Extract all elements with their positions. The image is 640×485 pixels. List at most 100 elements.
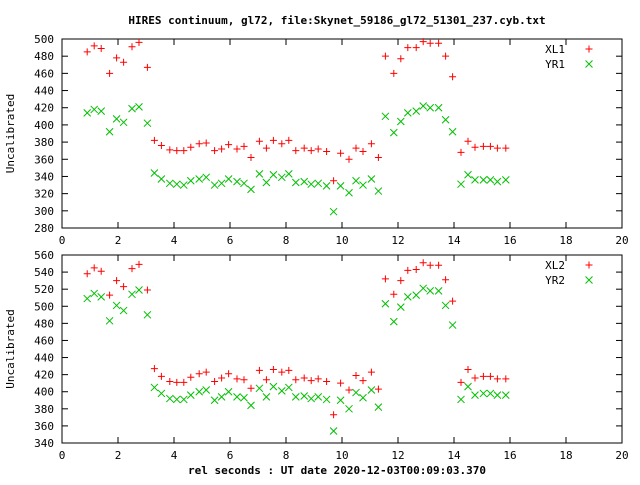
y-tick-label: 480 xyxy=(34,50,54,63)
data-point-YR1 xyxy=(352,176,360,185)
data-point-XL2 xyxy=(374,385,382,393)
x-tick-label: 12 xyxy=(391,234,404,247)
data-point-XL1 xyxy=(173,147,181,155)
data-point-YR1 xyxy=(336,182,345,190)
top-panel: 280 300 320 340 360 380 400 420 440 460 480 500 0 2 4 6… xyxy=(4,33,629,247)
data-point-YR1 xyxy=(419,102,428,110)
data-point-YR1 xyxy=(403,109,412,117)
data-point-YR1 xyxy=(150,169,159,177)
data-point-XL1 xyxy=(106,69,114,77)
y-tick-label: 500 xyxy=(34,300,54,313)
data-point-XL1 xyxy=(502,144,510,152)
data-point-XL2 xyxy=(120,283,128,291)
data-point-XL2 xyxy=(233,375,241,383)
legend-label: YR2 xyxy=(545,274,565,287)
data-point-XL1 xyxy=(464,137,472,145)
data-point-XL2 xyxy=(442,276,450,284)
x-tick-label: 20 xyxy=(615,234,628,247)
data-point-XL1 xyxy=(247,154,255,162)
data-point-XL2 xyxy=(412,266,420,274)
data-point-XL2 xyxy=(390,290,398,298)
data-point-XL1 xyxy=(269,136,277,144)
data-point-XL1 xyxy=(240,142,248,150)
data-point-XL1 xyxy=(471,143,479,151)
data-point-YR2 xyxy=(119,306,128,315)
data-point-XL1 xyxy=(211,147,219,155)
data-point-XL1 xyxy=(255,137,263,145)
data-point-XL1 xyxy=(359,148,367,156)
x-tick-label: 6 xyxy=(227,234,234,247)
data-point-XL2 xyxy=(419,259,427,267)
data-point-YR1 xyxy=(412,107,421,116)
data-point-XL2 xyxy=(262,376,270,384)
data-point-YR1 xyxy=(464,170,472,179)
data-point-XL2 xyxy=(90,264,98,272)
data-point-YR1 xyxy=(291,178,300,187)
data-point-YR1 xyxy=(172,180,181,189)
data-point-XL2 xyxy=(225,370,233,378)
data-point-XL2 xyxy=(435,261,443,269)
data-point-YR2 xyxy=(247,401,255,410)
data-point-YR1 xyxy=(389,128,398,137)
data-point-XL1 xyxy=(367,140,375,148)
data-point-XL1 xyxy=(150,136,158,144)
data-point-YR1 xyxy=(448,127,457,136)
data-point-YR2 xyxy=(90,289,99,298)
data-point-YR2 xyxy=(195,387,204,396)
data-point-XL2 xyxy=(337,379,345,387)
data-point-XL2 xyxy=(352,371,360,379)
data-point-XL2 xyxy=(471,374,479,382)
data-point-YR1 xyxy=(128,104,136,113)
data-point-YR1 xyxy=(367,175,376,183)
data-point-YR1 xyxy=(202,173,211,182)
data-point-YR2 xyxy=(329,427,338,435)
data-point-XL2 xyxy=(135,260,143,268)
x-tick-label: 12 xyxy=(391,449,404,462)
data-point-YR1 xyxy=(277,173,286,182)
data-point-YR2 xyxy=(284,383,293,392)
data-point-XL1 xyxy=(143,63,151,71)
data-point-YR2 xyxy=(210,396,219,405)
data-point-YR1 xyxy=(486,176,495,184)
data-point-XL1 xyxy=(374,154,382,162)
data-point-YR1 xyxy=(457,180,465,189)
data-point-YR2 xyxy=(291,393,300,401)
data-point-YR1 xyxy=(493,177,502,186)
data-point-XL1 xyxy=(486,142,494,150)
data-point-XL2 xyxy=(464,366,472,374)
data-point-YR2 xyxy=(426,287,435,295)
data-point-YR2 xyxy=(464,382,472,391)
data-point-YR1 xyxy=(224,175,233,183)
data-point-XL2 xyxy=(404,266,412,274)
data-point-YR2 xyxy=(314,393,323,401)
data-point-XL2 xyxy=(180,378,188,386)
data-point-XL1 xyxy=(90,42,98,50)
y-tick-label: 520 xyxy=(34,283,54,296)
data-point-XL1 xyxy=(323,148,331,156)
data-point-XL2 xyxy=(300,374,308,382)
data-point-XL2 xyxy=(278,368,286,376)
data-point-YR1 xyxy=(135,103,143,111)
data-point-YR1 xyxy=(307,180,316,189)
data-point-YR2 xyxy=(419,284,428,293)
data-point-XL1 xyxy=(233,145,241,153)
y-tick-label: 320 xyxy=(34,188,54,201)
y-tick-label: 280 xyxy=(34,222,54,235)
data-point-YR2 xyxy=(345,404,353,413)
data-point-XL1 xyxy=(345,155,353,163)
y-tick-label: 300 xyxy=(34,205,54,218)
data-point-YR1 xyxy=(479,176,488,184)
data-point-YR2 xyxy=(202,386,211,394)
data-point-YR1 xyxy=(90,105,99,114)
data-point-XL1 xyxy=(202,139,210,147)
y-tick-label: 440 xyxy=(34,352,54,365)
data-point-YR1 xyxy=(322,182,331,190)
data-point-YR2 xyxy=(441,301,450,310)
data-point-XL1 xyxy=(278,140,286,148)
data-point-YR1 xyxy=(434,103,443,112)
data-point-YR2 xyxy=(105,316,114,325)
data-point-XL2 xyxy=(285,366,293,374)
data-point-XL2 xyxy=(187,373,195,381)
y-tick-label: 380 xyxy=(34,403,54,416)
data-point-XL1 xyxy=(381,52,389,60)
